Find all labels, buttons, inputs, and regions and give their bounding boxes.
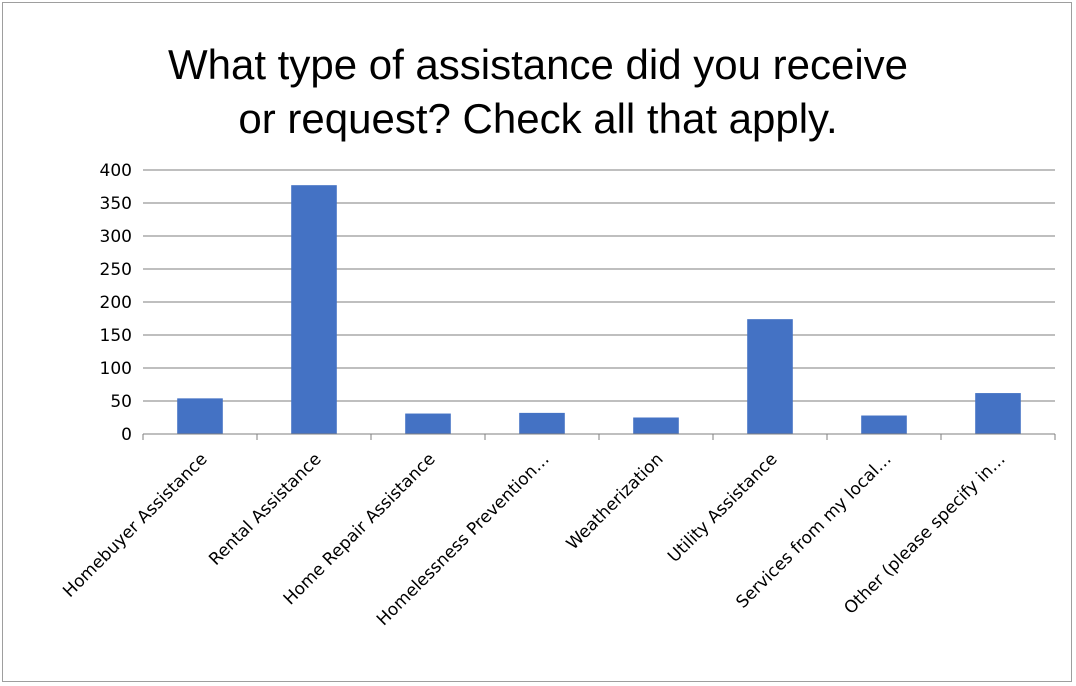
bars	[177, 185, 1021, 434]
y-tick-label: 150	[100, 326, 132, 346]
x-category-label: Weatherization	[563, 449, 668, 554]
bar	[861, 415, 907, 434]
y-tick-label: 100	[100, 359, 132, 379]
bar	[405, 413, 451, 434]
chart-title-line-2: or request? Check all that apply.	[238, 95, 838, 142]
x-axis	[142, 433, 1056, 440]
bar	[519, 412, 565, 434]
y-tick-label: 250	[100, 260, 132, 280]
y-tick-label: 300	[100, 227, 132, 247]
bar	[747, 319, 793, 434]
y-tick-label: 50	[110, 392, 132, 412]
bar	[291, 185, 337, 434]
bar	[633, 417, 679, 434]
x-category-label: Utility Assistance	[664, 449, 781, 566]
y-tick-label: 0	[121, 425, 132, 445]
chart-title-line-1: What type of assistance did you receive	[167, 41, 909, 88]
y-tick-label: 200	[100, 293, 132, 313]
y-tick-label: 400	[100, 161, 132, 181]
x-category-label: Rental Assistance	[205, 449, 325, 569]
y-axis-tick-labels: 0 50 100 150 200 250 300 350 400	[100, 161, 132, 445]
bar	[975, 393, 1021, 434]
y-tick-label: 350	[100, 194, 132, 214]
gridlines	[143, 169, 1055, 402]
x-category-label: Homebuyer Assistance	[59, 449, 211, 601]
chart-title: What type of assistance did you receive …	[0, 38, 1076, 146]
bar	[177, 398, 223, 434]
